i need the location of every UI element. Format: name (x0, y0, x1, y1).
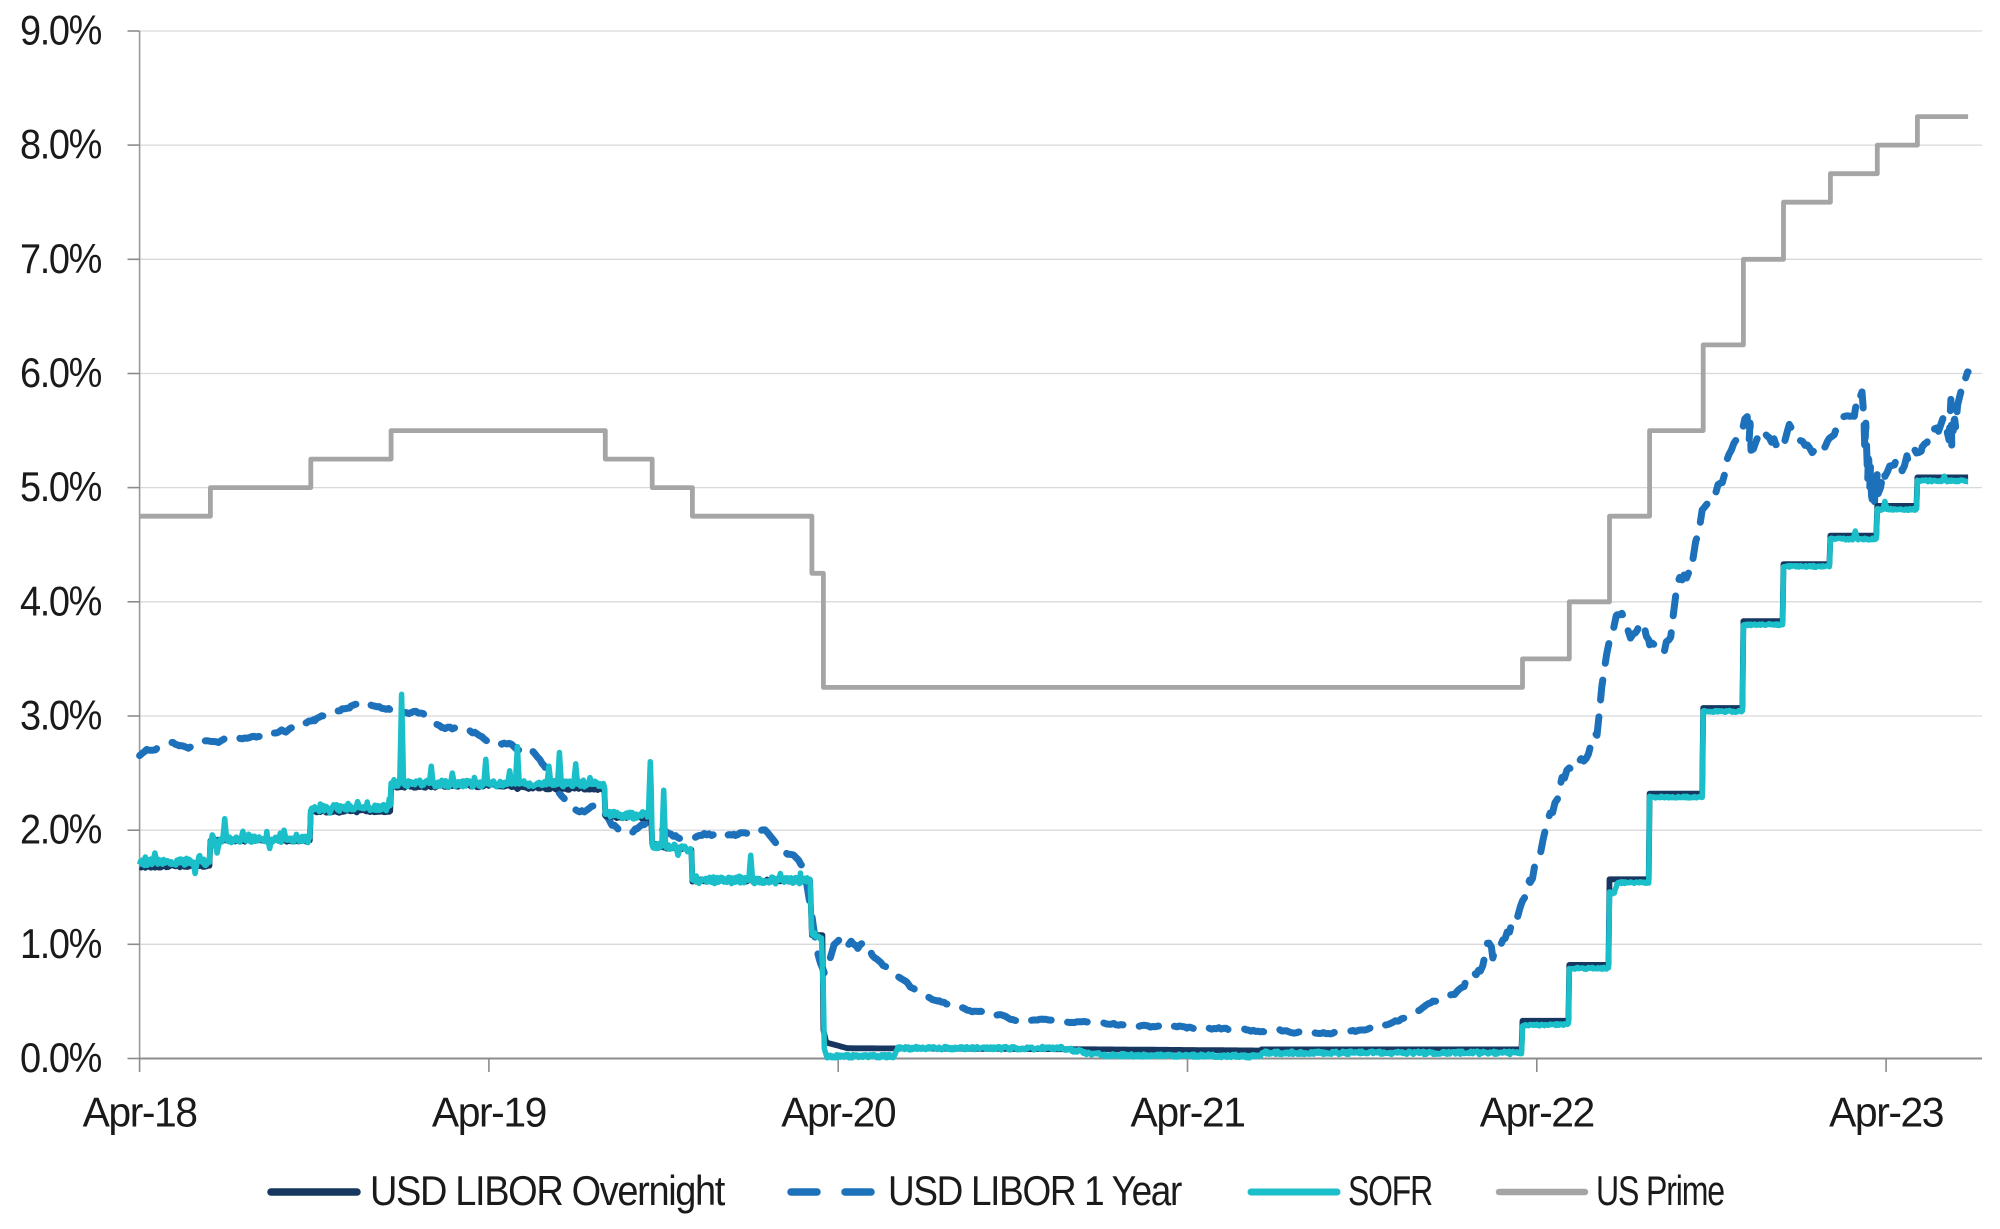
svg-text:Apr-18: Apr-18 (83, 1089, 197, 1136)
svg-text:5.0%: 5.0% (20, 463, 101, 510)
svg-text:8.0%: 8.0% (20, 121, 101, 168)
svg-text:Apr-22: Apr-22 (1480, 1089, 1594, 1136)
svg-text:Apr-20: Apr-20 (781, 1089, 895, 1136)
svg-text:7.0%: 7.0% (20, 235, 101, 282)
svg-text:4.0%: 4.0% (20, 577, 101, 624)
svg-text:3.0%: 3.0% (20, 692, 101, 739)
svg-text:6.0%: 6.0% (20, 349, 101, 396)
svg-text:US Prime: US Prime (1596, 1167, 1724, 1214)
svg-text:Apr-19: Apr-19 (432, 1089, 546, 1136)
svg-text:0.0%: 0.0% (20, 1034, 101, 1081)
svg-text:USD LIBOR 1 Year: USD LIBOR 1 Year (888, 1167, 1182, 1214)
svg-text:SOFR: SOFR (1348, 1167, 1432, 1214)
svg-text:USD LIBOR Overnight: USD LIBOR Overnight (370, 1167, 726, 1214)
svg-text:Apr-23: Apr-23 (1829, 1089, 1943, 1136)
svg-text:9.0%: 9.0% (20, 7, 101, 54)
svg-text:Apr-21: Apr-21 (1131, 1089, 1245, 1136)
svg-text:2.0%: 2.0% (20, 806, 101, 853)
svg-text:1.0%: 1.0% (20, 920, 101, 967)
